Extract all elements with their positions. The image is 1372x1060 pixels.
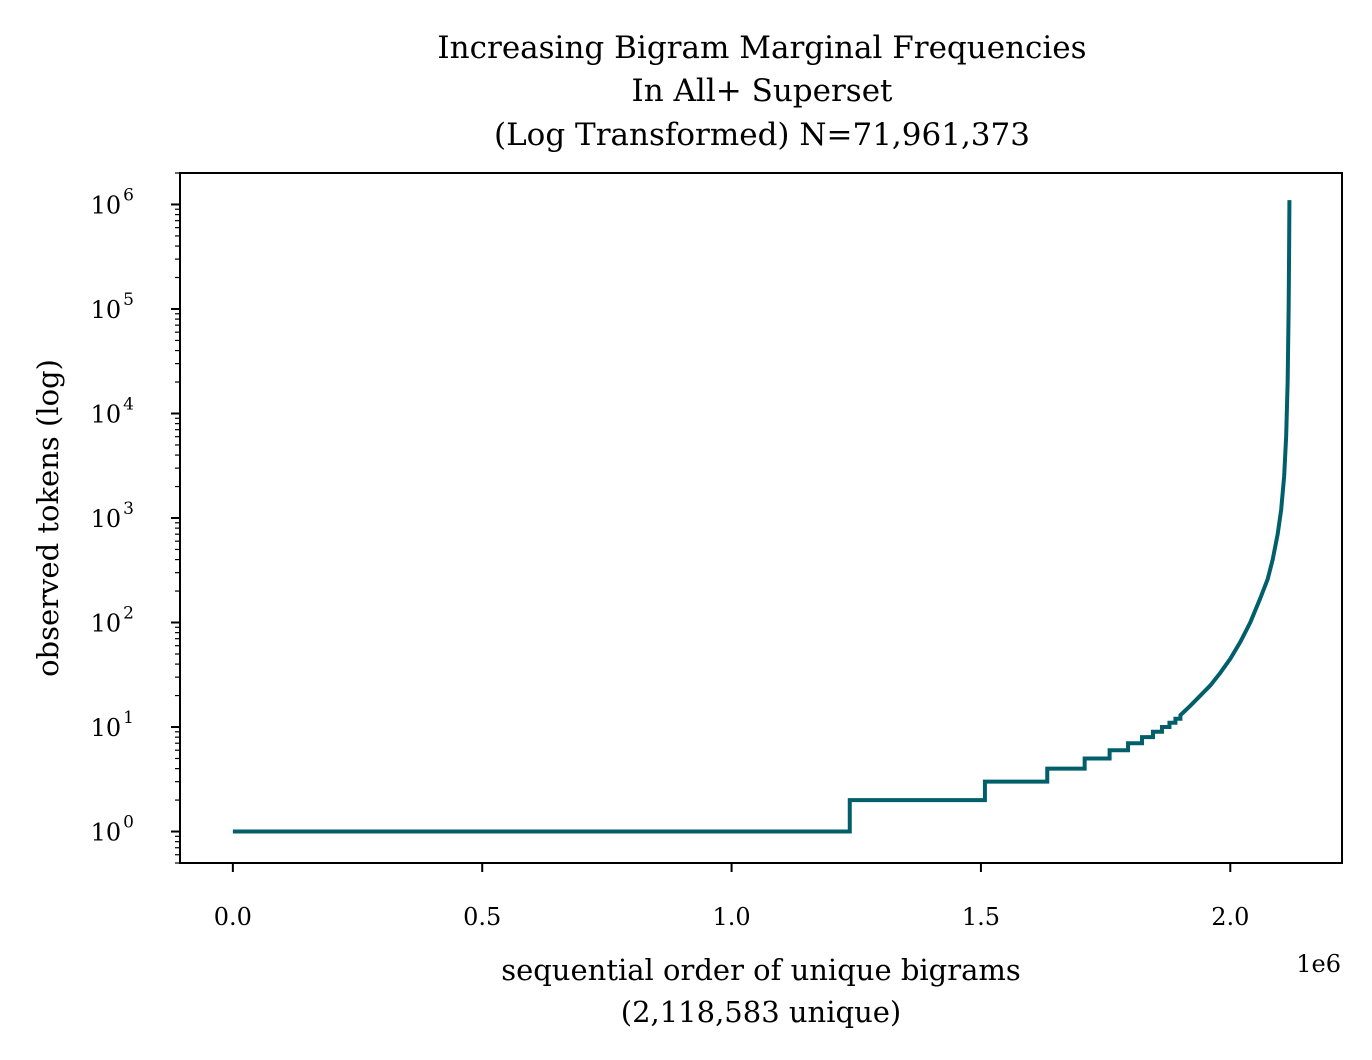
x-tick-label-3: 1.5: [962, 903, 1000, 931]
x-axis-label-line-2: (2,118,583 unique): [621, 995, 901, 1029]
chart-title-line-3: (Log Transformed) N=71,961,373: [494, 117, 1030, 153]
x-axis-label-line-1: sequential order of unique bigrams: [501, 953, 1021, 987]
axes-frame: [179, 172, 1343, 864]
chart-title-line-1: Increasing Bigram Marginal Frequencies: [437, 30, 1086, 66]
plot-area: [179, 172, 1343, 864]
x-tick-label-4: 2.0: [1211, 903, 1249, 931]
series-line: [232, 200, 1292, 834]
y-tick-exponent-3: 3: [123, 499, 134, 519]
y-tick-label-3: 10 3: [91, 499, 134, 533]
y-tick-label-5: 10 5: [91, 290, 134, 324]
y-tick-label-0: 10 0: [91, 813, 134, 847]
y-tick-exponent-4: 4: [123, 394, 134, 414]
x-axis-offset-label: 1e6: [1296, 950, 1341, 978]
y-tick-label-1: 10 1: [91, 708, 134, 742]
x-tick-label-2: 1.0: [712, 903, 750, 931]
y-tick-exponent-2: 2: [123, 604, 134, 624]
y-tick-exponent-1: 1: [123, 708, 134, 728]
y-axis-minor-ticks: [175, 172, 180, 864]
y-tick-label-6: 10 6: [91, 185, 134, 219]
chart-title-line-2: In All+ Superset: [631, 73, 893, 109]
y-tick-exponent-6: 6: [123, 185, 134, 205]
x-tick-label-1: 0.5: [463, 903, 501, 931]
y-tick-exponent-5: 5: [123, 290, 134, 310]
y-tick-exponent-0: 0: [123, 813, 134, 833]
y-axis-label: observed tokens (log): [31, 359, 65, 677]
y-tick-label-2: 10 2: [91, 604, 134, 638]
x-axis: 0.0 0.5 1.0 1.5 2.0: [214, 863, 1249, 931]
x-tick-label-0: 0.0: [214, 903, 252, 931]
y-tick-label-4: 10 4: [91, 394, 134, 428]
